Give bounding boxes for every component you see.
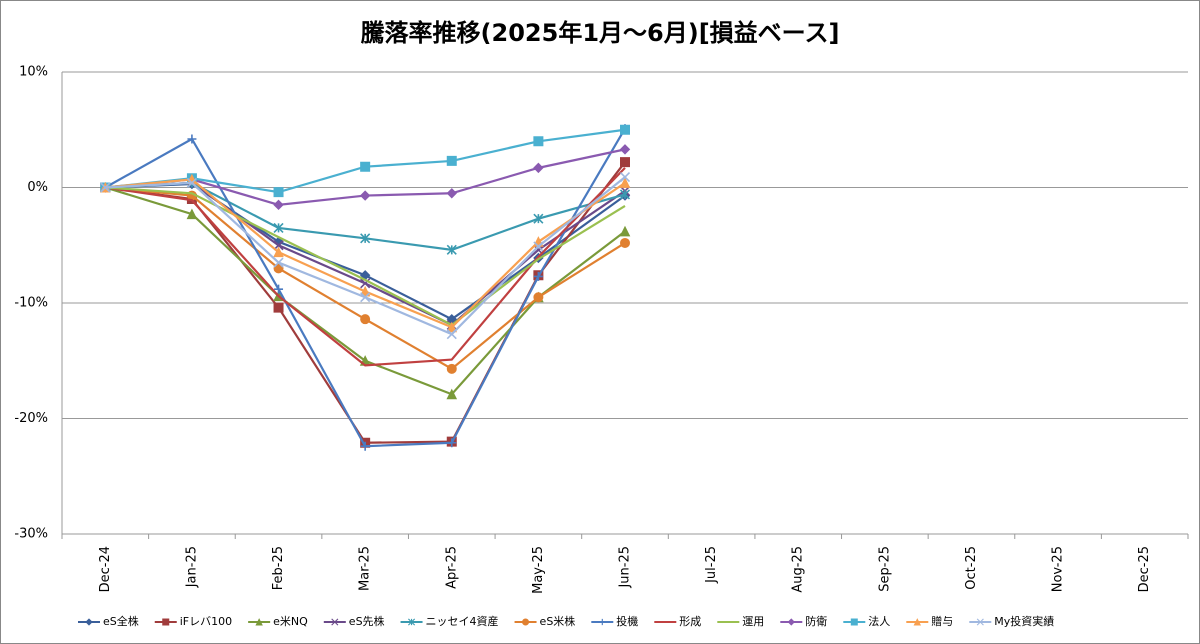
data-point — [446, 188, 457, 199]
legend-label: 形成 — [679, 615, 701, 628]
legend-marker — [85, 618, 93, 626]
legend-marker — [408, 618, 416, 626]
data-point — [186, 208, 198, 220]
data-point — [273, 302, 284, 313]
data-point — [360, 233, 371, 244]
legend-marker — [913, 618, 922, 626]
data-point — [100, 182, 111, 193]
data-point — [359, 285, 371, 297]
x-tick-label: Dec-24 — [98, 546, 113, 592]
x-tick-label: Nov-25 — [1051, 546, 1066, 592]
y-tick-label: -20% — [14, 411, 48, 426]
legend-label: ニッセイ4資産 — [426, 615, 499, 628]
data-point — [619, 189, 631, 200]
data-point — [533, 162, 544, 174]
chart-title: 騰落率推移(2025年1月～6月)[損益ベース] — [361, 19, 840, 47]
data-point — [619, 225, 631, 237]
x-tick-label: Feb-25 — [271, 546, 286, 590]
legend-marker — [599, 618, 606, 626]
legend-label: 運用 — [742, 615, 764, 628]
data-point — [360, 292, 371, 303]
x-tick-label: Apr-25 — [444, 546, 459, 589]
x-tick-label: Dec-25 — [1137, 546, 1152, 592]
data-point — [274, 284, 284, 294]
legend-label: e米NQ — [273, 615, 308, 628]
x-tick-label: Mar-25 — [358, 546, 373, 591]
data-point — [619, 177, 631, 188]
legend-label: eS全株 — [103, 614, 139, 628]
data-point — [620, 157, 630, 168]
legend-marker — [331, 618, 339, 626]
x-tick-label: Jan-25 — [184, 546, 199, 588]
y-tick-label: -10% — [14, 296, 48, 311]
data-point — [533, 213, 544, 224]
data-point — [273, 199, 284, 211]
data-point — [619, 172, 631, 183]
data-point — [533, 292, 544, 303]
data-point — [187, 134, 197, 144]
data-point — [533, 241, 544, 252]
x-tick-label: Sep-25 — [877, 546, 892, 592]
legend-label: eS米株 — [540, 614, 576, 628]
series-line — [105, 167, 626, 367]
legend-label: 投機 — [616, 614, 638, 628]
data-point — [447, 438, 457, 448]
x-tick-label: May-25 — [531, 546, 546, 594]
x-tick-label: Jun-25 — [618, 546, 633, 589]
data-point — [273, 222, 284, 233]
data-point — [446, 388, 458, 400]
x-tick-label: Aug-25 — [791, 546, 806, 593]
legend-label: eS先株 — [349, 614, 385, 628]
data-point — [446, 363, 457, 374]
legend-marker — [522, 618, 530, 626]
legend-marker — [255, 618, 263, 626]
data-point — [186, 177, 197, 188]
x-tick-label: Jul-25 — [704, 546, 719, 584]
data-point — [273, 257, 284, 268]
data-point — [360, 314, 371, 325]
data-point — [273, 246, 284, 258]
data-point — [533, 271, 543, 281]
data-point — [360, 161, 371, 172]
legend-marker — [787, 618, 795, 626]
legend-label: iFレバ100 — [180, 615, 232, 628]
legend-label: 法人 — [868, 614, 890, 628]
data-point — [359, 190, 371, 201]
legend-marker — [976, 618, 984, 626]
data-point — [273, 187, 284, 198]
data-point — [619, 237, 631, 248]
legend-label: 防衛 — [805, 614, 827, 628]
y-tick-label: -30% — [14, 527, 48, 542]
data-point — [619, 144, 631, 155]
legend-marker — [162, 618, 170, 626]
data-point — [620, 124, 630, 135]
legend-label: My投資実績 — [994, 614, 1054, 628]
data-point — [446, 329, 457, 340]
legend-marker — [850, 618, 858, 626]
x-tick-label: Oct-25 — [964, 546, 979, 590]
data-point — [446, 155, 457, 166]
series-line — [105, 186, 626, 327]
data-point — [360, 441, 370, 451]
y-tick-label: 10% — [19, 65, 48, 80]
data-point — [533, 136, 544, 147]
data-point — [446, 244, 457, 255]
data-point — [446, 321, 458, 333]
legend-label: 贈与 — [931, 614, 953, 628]
y-tick-label: 0% — [27, 180, 48, 195]
